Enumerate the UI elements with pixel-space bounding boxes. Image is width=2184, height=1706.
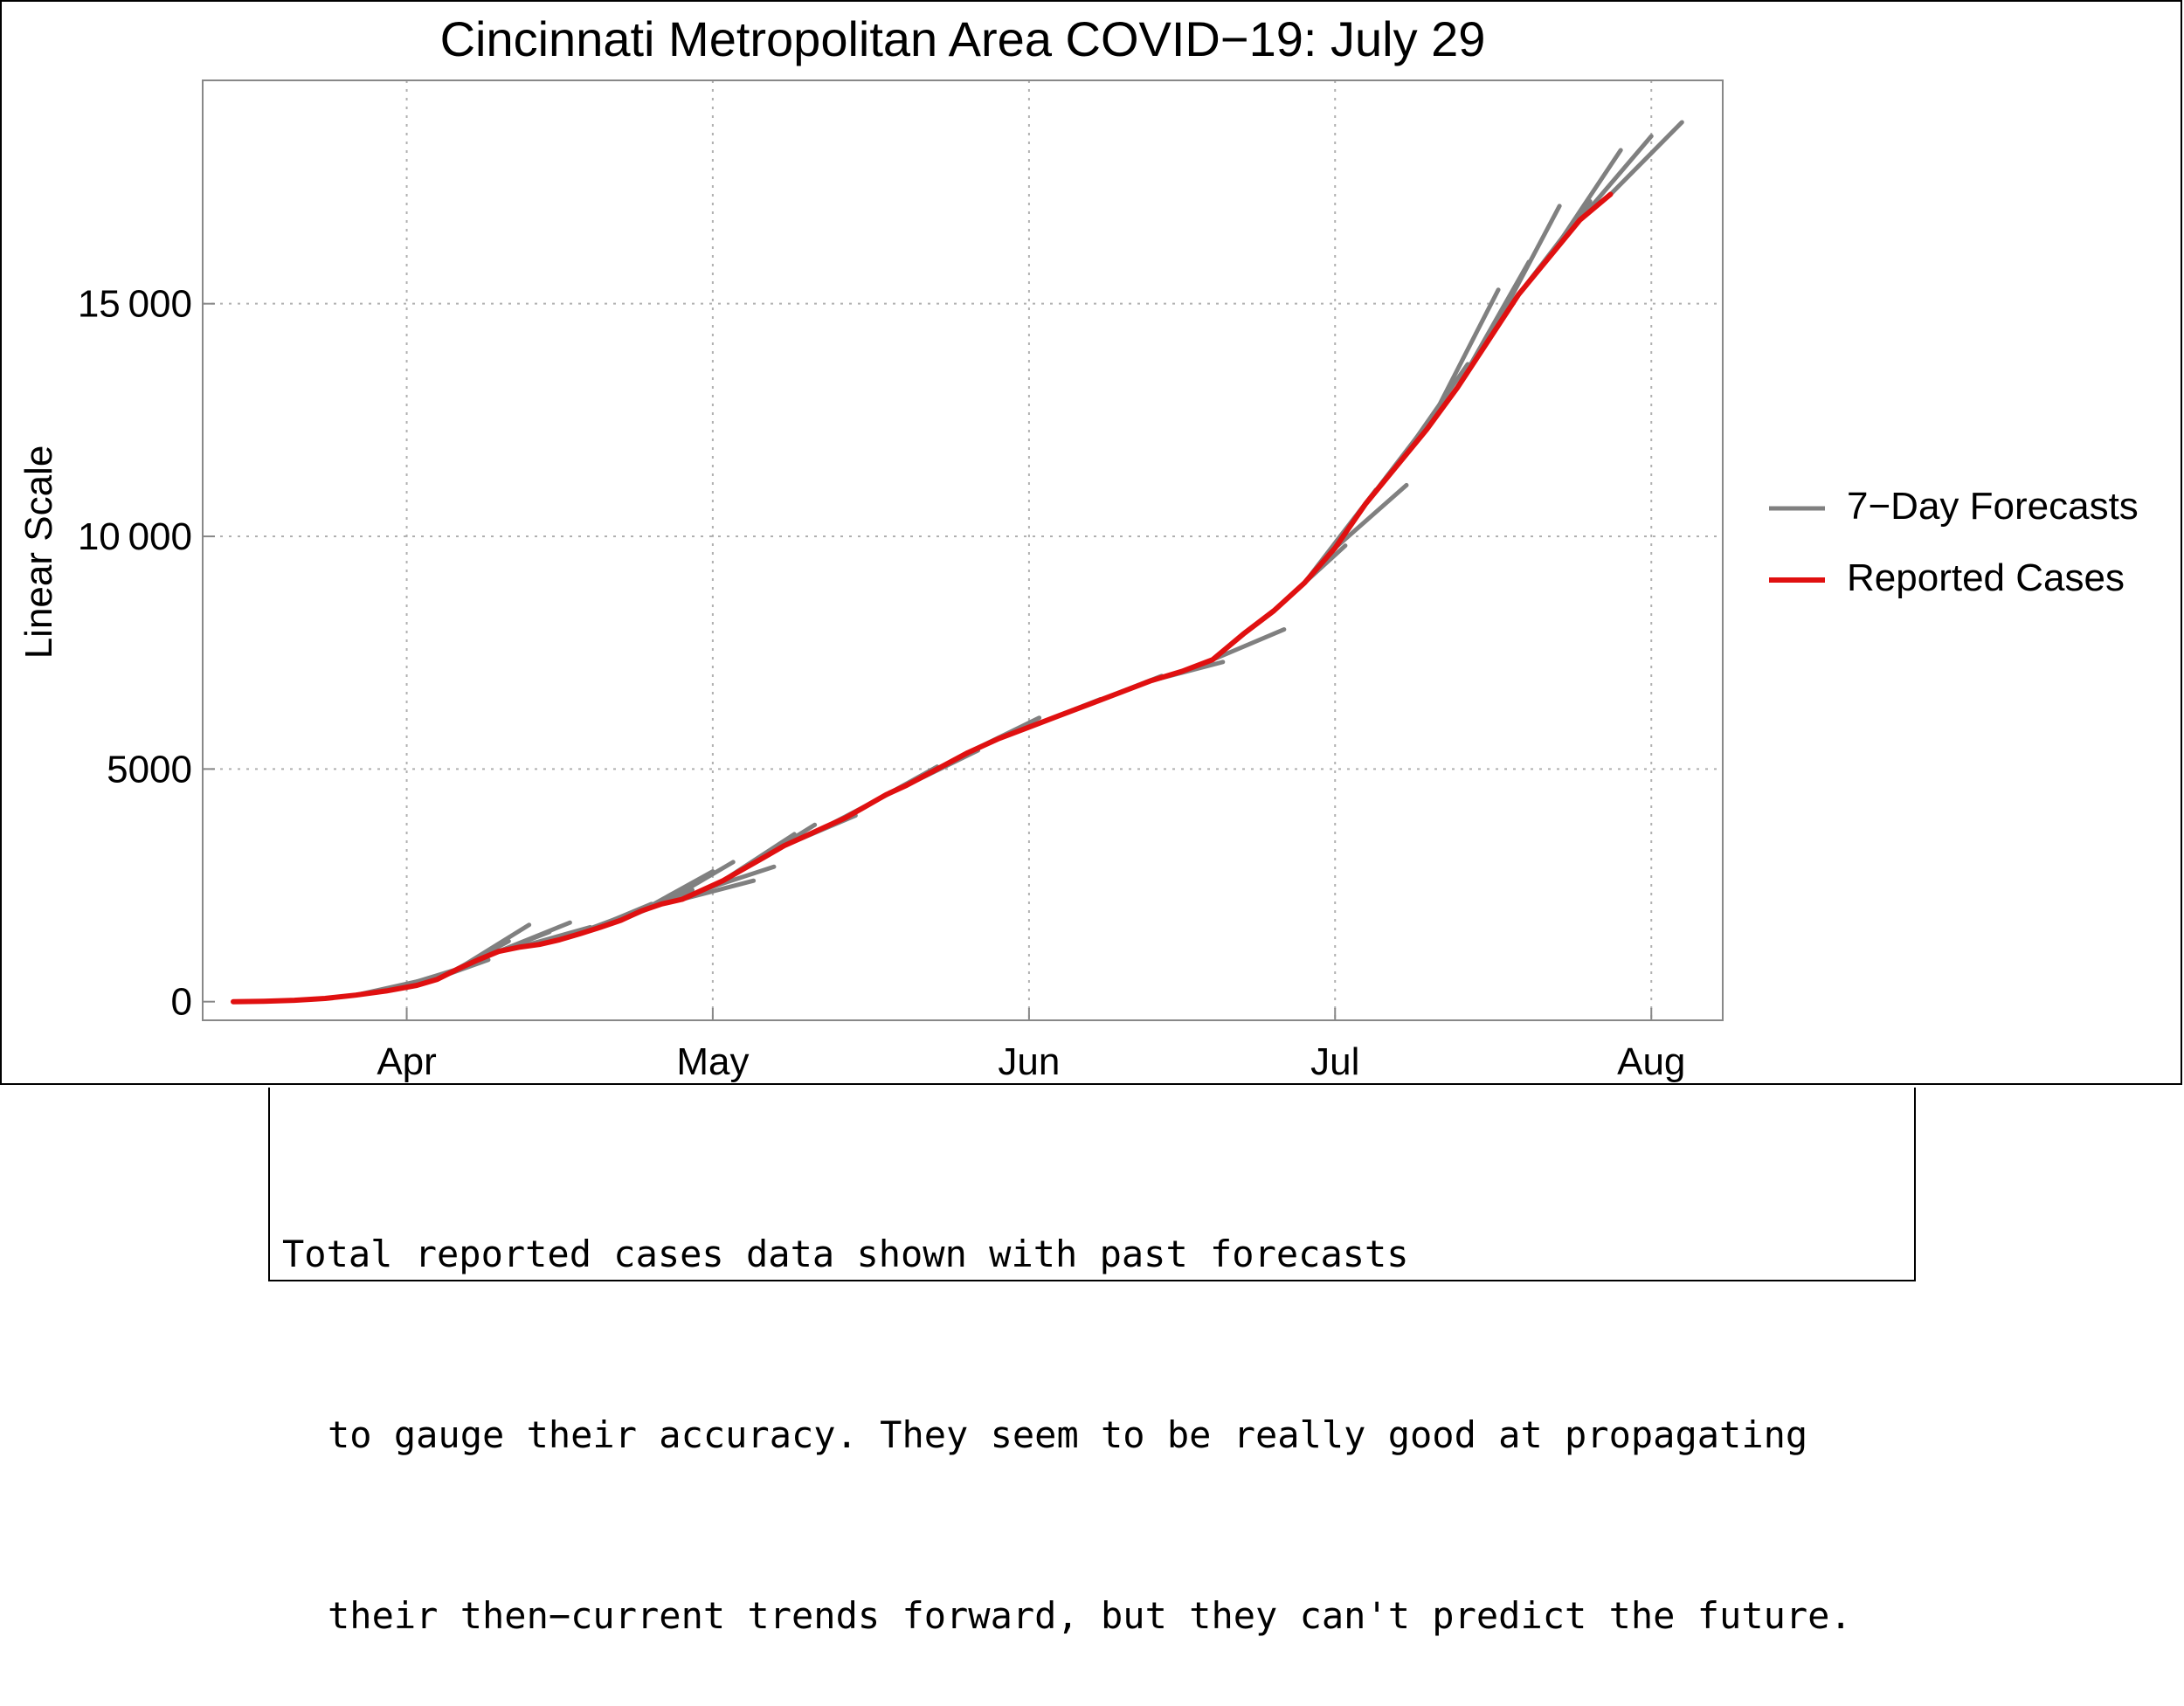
legend: 7−Day Forecasts Reported Cases	[1769, 485, 2139, 599]
reported-cases-line	[231, 191, 1614, 1005]
reported-cases-series	[231, 191, 1614, 1005]
x-tick-label: Jun	[998, 1040, 1060, 1083]
y-tick-label: 10 000	[78, 515, 192, 558]
forecast-line	[1424, 287, 1501, 432]
forecast-line	[1608, 120, 1684, 197]
grid-lines	[203, 80, 1723, 1020]
forecast-lines	[353, 120, 1684, 998]
chart-frame: Cincinnati Metropolitan Area COVID−19: J…	[0, 0, 2182, 1085]
forecast-line	[1578, 134, 1654, 223]
x-tick-label: May	[676, 1040, 749, 1083]
caption-line-1: Total reported cases data shown with pas…	[282, 1233, 1409, 1275]
x-tick-label: Jul	[1310, 1040, 1359, 1083]
y-axis-ticks: 0 5000 10 000 15 000	[78, 283, 215, 1024]
caption-line-2: to gauge their accuracy. They seem to be…	[328, 1413, 1808, 1456]
x-axis-ticks: Apr May Jun Jul Aug	[377, 1008, 1685, 1083]
caption-box: Total reported cases data shown with pas…	[268, 1088, 1916, 1637]
chart-svg: Cincinnati Metropolitan Area COVID−19: J…	[17, 11, 2139, 1083]
plot-frame	[202, 79, 1724, 1021]
y-tick-label: 15 000	[78, 283, 192, 326]
x-tick-label: Aug	[1617, 1040, 1685, 1083]
forecast-line	[660, 860, 736, 907]
y-tick-label: 5000	[107, 748, 192, 791]
x-tick-label: Apr	[377, 1040, 436, 1083]
forecast-line	[1332, 482, 1409, 550]
chart-title: Cincinnati Metropolitan Area COVID−19: J…	[440, 11, 1486, 66]
caption-line-3: their then−current trends forward, but t…	[328, 1594, 1852, 1637]
y-axis-label: Linear Scale	[17, 445, 60, 660]
legend-reported-label: Reported Cases	[1847, 556, 2125, 599]
legend-forecast-label: 7−Day Forecasts	[1847, 485, 2139, 528]
y-tick-label: 0	[171, 981, 192, 1024]
forecast-line	[1210, 627, 1287, 662]
